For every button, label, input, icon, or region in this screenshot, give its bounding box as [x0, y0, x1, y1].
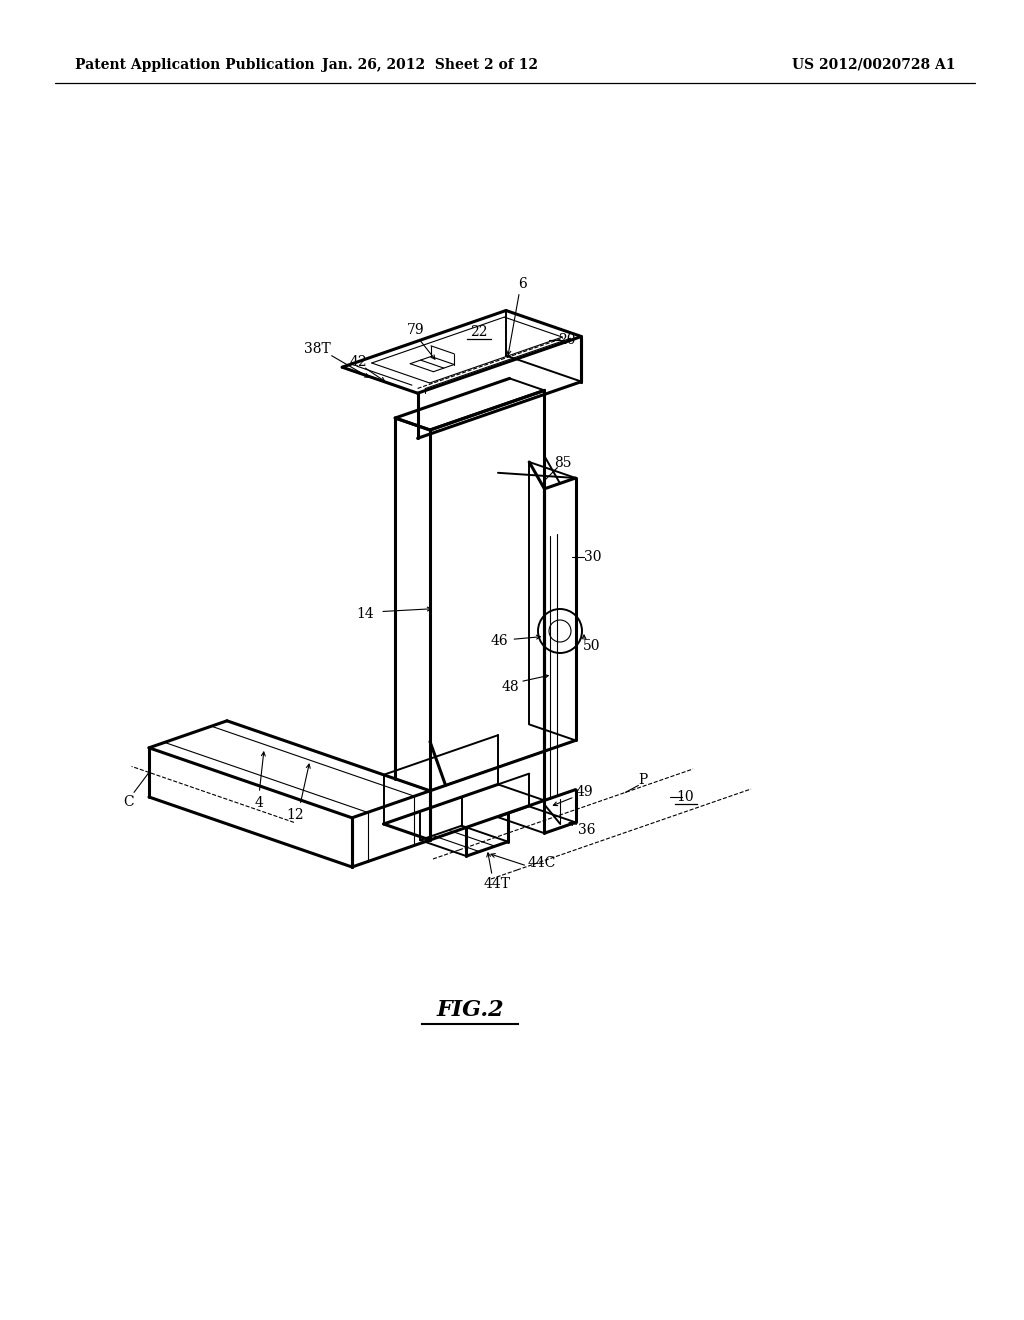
Text: Patent Application Publication: Patent Application Publication — [75, 58, 314, 73]
Text: 22: 22 — [470, 325, 487, 339]
Text: 36: 36 — [579, 822, 596, 837]
Text: 20: 20 — [558, 333, 575, 347]
Text: 30: 30 — [584, 550, 601, 564]
Text: 49: 49 — [575, 785, 594, 799]
Text: 48: 48 — [502, 680, 519, 694]
Text: 4: 4 — [255, 796, 263, 810]
Text: 44T: 44T — [483, 876, 511, 891]
Text: 42: 42 — [349, 355, 367, 368]
Text: 12: 12 — [286, 808, 304, 822]
Text: 6: 6 — [518, 277, 526, 290]
Text: FIG.2: FIG.2 — [436, 999, 504, 1020]
Text: Jan. 26, 2012  Sheet 2 of 12: Jan. 26, 2012 Sheet 2 of 12 — [322, 58, 538, 73]
Text: 85: 85 — [554, 455, 571, 470]
Text: 79: 79 — [407, 323, 424, 338]
Text: US 2012/0020728 A1: US 2012/0020728 A1 — [792, 58, 955, 73]
Text: 46: 46 — [490, 635, 508, 648]
Text: 14: 14 — [356, 607, 374, 620]
Text: 10: 10 — [676, 789, 694, 804]
Text: 50: 50 — [584, 639, 601, 653]
Text: 44C: 44C — [528, 855, 556, 870]
Text: P: P — [639, 774, 648, 788]
Text: 38T: 38T — [304, 342, 331, 356]
Text: C: C — [124, 796, 134, 809]
